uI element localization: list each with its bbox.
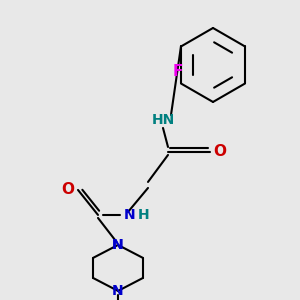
- Text: O: O: [61, 182, 74, 197]
- Text: N: N: [124, 208, 136, 222]
- Text: H: H: [138, 208, 150, 222]
- Text: O: O: [214, 145, 226, 160]
- Text: N: N: [112, 238, 124, 252]
- Text: N: N: [112, 238, 124, 252]
- Text: HN: HN: [152, 113, 175, 127]
- Text: N: N: [112, 284, 124, 298]
- Text: F: F: [173, 64, 183, 79]
